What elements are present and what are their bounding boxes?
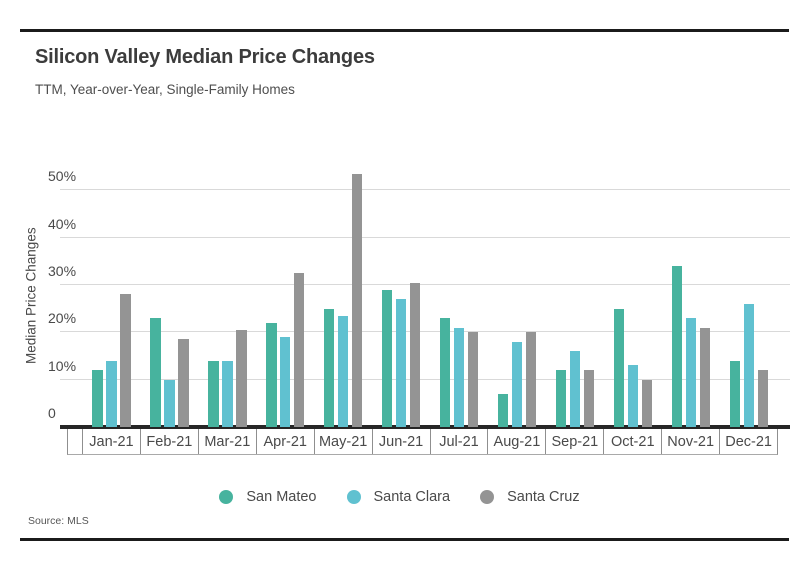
- y-tick-30: 30%: [48, 263, 77, 280]
- gridline-20: [60, 331, 790, 333]
- legend-item-san-mateo: San Mateo: [219, 489, 317, 505]
- x-label-sep-21: Sep-21: [545, 429, 603, 454]
- x-label-aug-21: Aug-21: [487, 429, 545, 454]
- y-tick-50: 50%: [48, 168, 77, 185]
- bar-group-jan-21: [92, 294, 131, 427]
- bar-group-sep-21: [555, 351, 595, 427]
- x-axis-baseline: [60, 425, 790, 429]
- x-axis-category-row: Jan-21 Feb-21 Mar-21 Apr-21 May-21 Jun-21 Jul-…: [67, 429, 778, 455]
- bar-santa-clara-feb-21: [163, 379, 175, 427]
- bar-santa-cruz-jul-21: [467, 332, 479, 427]
- gridline-30: [60, 284, 790, 286]
- x-label-feb-21: Feb-21: [139, 429, 198, 454]
- x-label-nov-21: Nov-21: [661, 429, 719, 454]
- legend-dot-san-mateo: [219, 490, 234, 504]
- bar-santa-cruz-apr-21: [293, 273, 305, 427]
- bottom-divider: [20, 538, 789, 541]
- gridline-10: [60, 378, 790, 380]
- bar-santa-clara-jan-21: [105, 360, 117, 427]
- bar-santa-cruz-jun-21: [409, 282, 421, 427]
- bar-group-may-21: [323, 173, 363, 427]
- bar-santa-cruz-dec-21: [757, 370, 769, 427]
- bar-santa-clara-may-21: [337, 315, 349, 427]
- legend-label-santa-clara: Santa Clara: [373, 489, 451, 505]
- bar-san-mateo-jul-21: [439, 318, 451, 427]
- bar-group-mar-21: [207, 329, 247, 427]
- bar-santa-clara-dec-21: [743, 303, 755, 427]
- bar-group-oct-21: [613, 308, 653, 427]
- bar-santa-clara-sep-21: [569, 351, 581, 427]
- bar-santa-clara-jul-21: [453, 327, 465, 427]
- bar-santa-clara-oct-21: [627, 365, 639, 427]
- y-tick-40: 40%: [48, 215, 77, 232]
- x-label-mar-21: Mar-21: [197, 429, 256, 454]
- legend-label-san-mateo: San Mateo: [246, 489, 317, 505]
- bar-san-mateo-aug-21: [497, 393, 509, 427]
- bar-san-mateo-feb-21: [149, 318, 161, 427]
- source-note: Source: MLS: [28, 515, 89, 527]
- x-label-jun-21: Jun-21: [371, 429, 430, 454]
- bar-group-feb-21: [149, 318, 189, 427]
- plot-area: [60, 165, 790, 429]
- legend-dot-santa-clara: [346, 490, 361, 504]
- x-label-jan-21: Jan-21: [82, 429, 140, 454]
- bar-san-mateo-jan-21: [92, 370, 103, 427]
- chart-legend: San Mateo Santa Clara Santa Cruz: [0, 483, 799, 511]
- top-divider: [20, 29, 789, 32]
- y-axis-tick-labels: 0 10% 20% 30% 40% 50%: [48, 165, 88, 427]
- legend-item-santa-clara: Santa Clara: [346, 489, 451, 505]
- y-tick-0: 0: [48, 405, 56, 421]
- bar-santa-clara-aug-21: [511, 341, 523, 427]
- x-axis-left-spacer: [68, 429, 82, 454]
- gridline-50: [60, 189, 790, 191]
- page-title: Silicon Valley Median Price Changes: [35, 46, 375, 68]
- bar-group-nov-21: [671, 266, 711, 427]
- x-label-apr-21: Apr-21: [255, 429, 314, 454]
- bar-santa-cruz-feb-21: [177, 339, 189, 427]
- x-label-jul-21: Jul-21: [429, 429, 488, 454]
- bar-group-jul-21: [439, 318, 479, 427]
- bar-santa-cruz-nov-21: [699, 327, 711, 427]
- bar-santa-cruz-mar-21: [235, 329, 247, 427]
- bar-santa-clara-apr-21: [279, 337, 291, 427]
- bar-san-mateo-oct-21: [613, 308, 625, 427]
- legend-dot-santa-cruz: [480, 490, 495, 504]
- bar-group-jun-21: [381, 282, 421, 427]
- bar-group-aug-21: [497, 332, 537, 427]
- bar-san-mateo-apr-21: [265, 322, 277, 427]
- bar-santa-clara-mar-21: [221, 360, 233, 427]
- bar-group-dec-21: [729, 303, 769, 427]
- gridline-40: [60, 236, 790, 238]
- bar-san-mateo-mar-21: [207, 360, 219, 427]
- y-tick-10: 10%: [48, 357, 77, 374]
- bar-group-apr-21: [265, 273, 305, 427]
- x-label-may-21: May-21: [313, 429, 372, 454]
- bar-santa-cruz-may-21: [351, 173, 363, 427]
- bar-santa-cruz-sep-21: [583, 370, 595, 427]
- y-tick-20: 20%: [48, 310, 77, 327]
- bar-san-mateo-jun-21: [381, 289, 393, 427]
- bar-santa-clara-nov-21: [685, 318, 697, 427]
- legend-item-santa-cruz: Santa Cruz: [480, 489, 580, 505]
- bar-san-mateo-nov-21: [671, 266, 683, 427]
- bar-santa-cruz-aug-21: [525, 332, 537, 427]
- bar-santa-clara-jun-21: [395, 299, 407, 427]
- x-label-dec-21: Dec-21: [719, 429, 777, 454]
- x-label-oct-21: Oct-21: [603, 429, 661, 454]
- y-axis-title: Median Price Changes: [23, 227, 39, 365]
- bar-san-mateo-may-21: [323, 308, 335, 427]
- legend-label-santa-cruz: Santa Cruz: [507, 489, 580, 505]
- bar-santa-cruz-oct-21: [641, 379, 653, 427]
- bar-san-mateo-sep-21: [555, 370, 567, 427]
- page-subtitle: TTM, Year-over-Year, Single-Family Homes: [35, 82, 295, 97]
- bar-santa-cruz-jan-21: [119, 294, 131, 427]
- bar-san-mateo-dec-21: [729, 360, 741, 427]
